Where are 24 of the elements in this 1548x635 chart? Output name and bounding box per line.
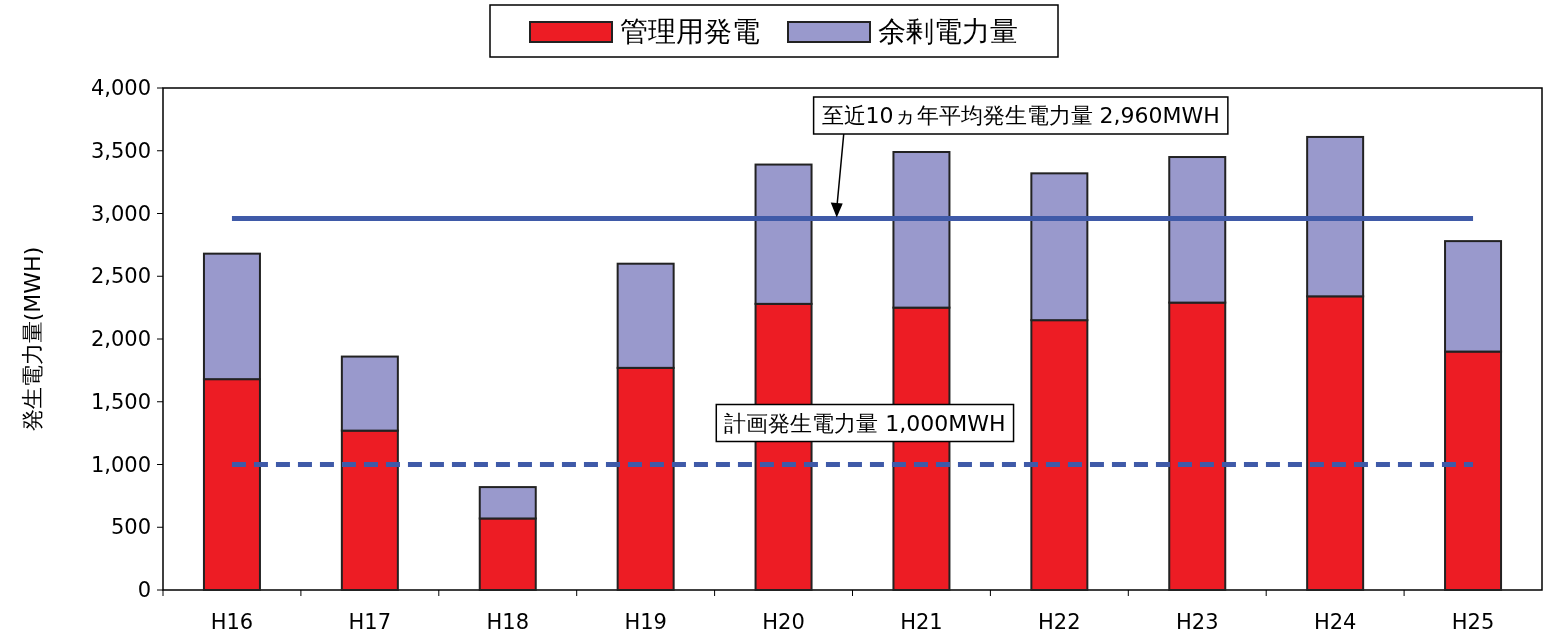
ref-line-label: 計画発生電力量 1,000MWH bbox=[724, 410, 1006, 436]
x-tick-label: H19 bbox=[624, 610, 667, 634]
legend-label: 管理用発電 bbox=[620, 15, 760, 48]
y-tick-label: 1,500 bbox=[90, 389, 151, 414]
x-tick-label: H20 bbox=[762, 610, 805, 634]
y-tick-label: 2,500 bbox=[90, 264, 151, 289]
y-tick-label: 500 bbox=[110, 515, 151, 540]
x-tick-label: H21 bbox=[900, 610, 943, 634]
x-tick-label: H22 bbox=[1038, 610, 1081, 634]
x-tick-label: H16 bbox=[210, 610, 254, 634]
x-tick-label: H17 bbox=[348, 610, 392, 634]
x-tick-label: H24 bbox=[1313, 610, 1357, 634]
y-tick-label: 2,000 bbox=[90, 327, 151, 351]
y-tick-label: 1,000 bbox=[90, 452, 151, 477]
x-tick-label: H23 bbox=[1175, 610, 1219, 634]
x-tick-label: H25 bbox=[1451, 610, 1495, 634]
y-axis-title: 発生電力量(MWH) bbox=[20, 246, 45, 432]
x-tick-label: H18 bbox=[486, 610, 530, 634]
y-tick-label: 3,500 bbox=[90, 138, 151, 163]
legend-label: 余剰電力量 bbox=[878, 15, 1018, 48]
y-tick-label: 4,000 bbox=[90, 76, 151, 100]
y-tick-label: 0 bbox=[137, 578, 151, 602]
ref-line-label: 至近10ヵ年平均発生電力量 2,960MWH bbox=[821, 103, 1220, 128]
y-tick-label: 3,000 bbox=[90, 201, 151, 226]
